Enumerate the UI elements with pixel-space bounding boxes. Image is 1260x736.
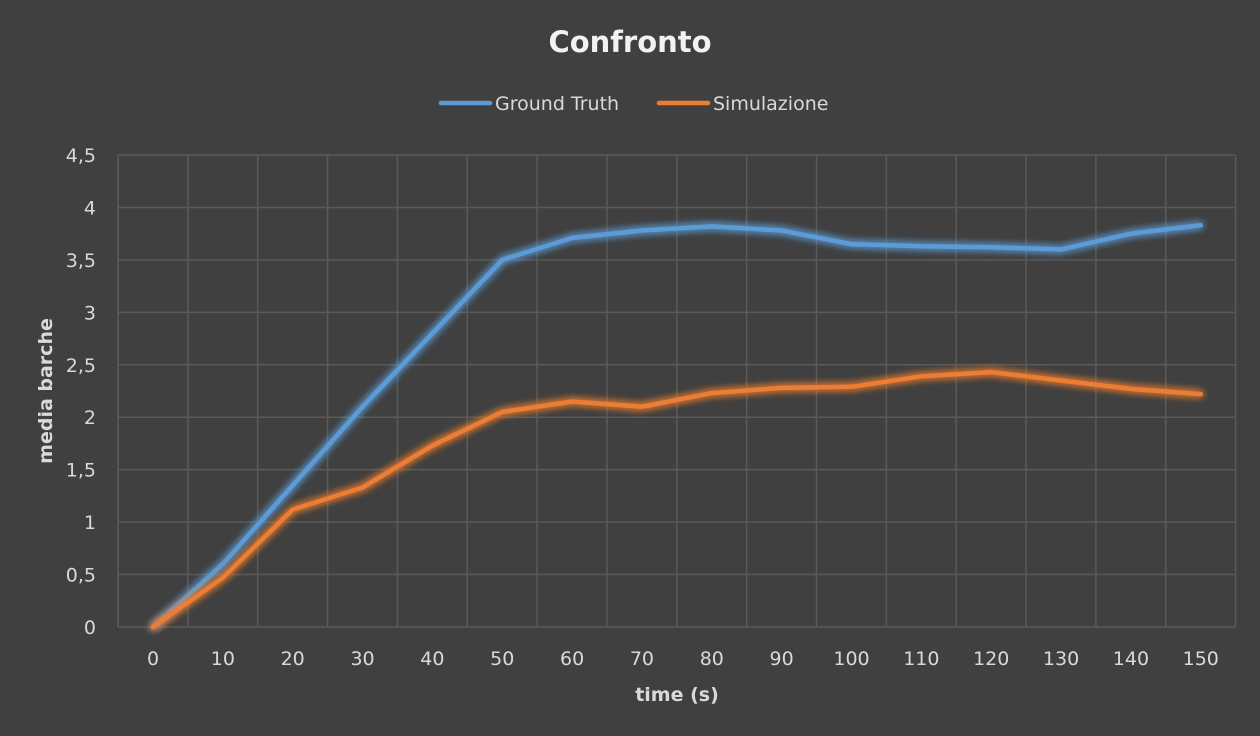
x-tick-label: 140	[1113, 648, 1149, 670]
x-tick-label: 0	[147, 648, 159, 670]
x-tick-label: 90	[770, 648, 794, 670]
x-tick-label: 70	[630, 648, 654, 670]
y-tick-label: 2	[84, 407, 96, 429]
x-tick-label: 80	[700, 648, 724, 670]
y-tick-label: 2,5	[66, 355, 96, 377]
y-tick-label: 3	[84, 302, 96, 324]
y-tick-label: 1,5	[66, 460, 96, 482]
legend-item: Simulazione	[656, 93, 828, 115]
x-tick-label: 10	[211, 648, 235, 670]
x-tick-label: 120	[973, 648, 1009, 670]
series-line-ground-truth	[150, 223, 1203, 630]
y-tick-label: 4,5	[66, 145, 96, 167]
legend-label: Ground Truth	[495, 93, 619, 115]
legend-item: Ground Truth	[438, 93, 619, 115]
y-tick-label: 1	[84, 512, 96, 534]
y-tick-label: 3,5	[66, 250, 96, 272]
legend-label: Simulazione	[713, 93, 828, 115]
x-tick-label: 40	[420, 648, 444, 670]
x-tick-label: 110	[903, 648, 939, 670]
x-tick-label: 30	[350, 648, 374, 670]
x-axis-title: time (s)	[635, 684, 719, 706]
y-tick-label: 4	[84, 197, 96, 219]
y-tick-label: 0	[84, 617, 96, 639]
y-tick-label: 0,5	[66, 565, 96, 587]
x-tick-label: 20	[281, 648, 305, 670]
x-tick-label: 150	[1183, 648, 1219, 670]
y-axis-ticks: 0 0,5 1 1,5 2 2,5 3 3,5 4 4,5	[66, 145, 96, 639]
x-tick-label: 60	[560, 648, 584, 670]
x-tick-label: 100	[833, 648, 869, 670]
chart-legend: Ground Truth Simulazione	[438, 93, 828, 115]
series-line-simulazione	[150, 369, 1203, 630]
plot-grid	[117, 154, 1237, 628]
x-tick-label: 130	[1043, 648, 1079, 670]
series-lines	[150, 223, 1203, 630]
y-axis-title: media barche	[35, 318, 57, 464]
chart-title: Confronto	[548, 25, 711, 59]
x-tick-label: 50	[490, 648, 514, 670]
x-axis-ticks: 0 10 20 30 40 50 60 70 80 90 100 110 120 130 140 150	[147, 648, 1219, 670]
